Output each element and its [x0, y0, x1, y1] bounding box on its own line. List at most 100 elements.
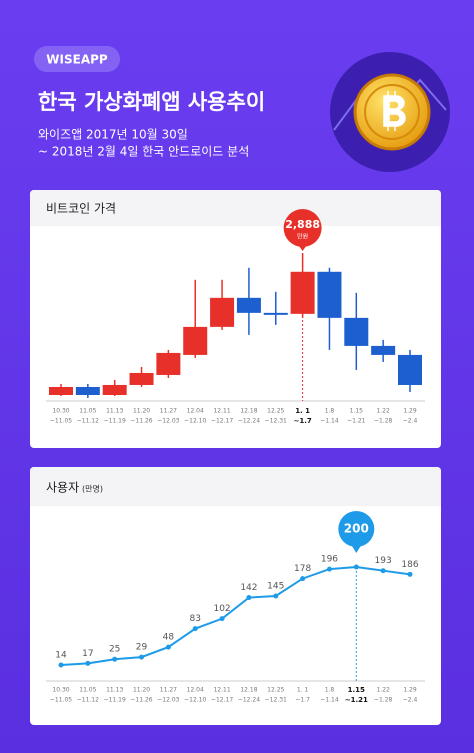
x-tick-label: ~11.26 — [130, 418, 152, 425]
x-tick-label: ~2.4 — [403, 418, 418, 425]
value-label: 178 — [294, 564, 311, 574]
subtitle: ~ 2018년 2월 4일 한국 안드로이드 분석 — [38, 145, 249, 159]
x-tick-label: 1. 1 — [297, 687, 309, 694]
card — [30, 467, 441, 725]
x-tick-label: 1.8 — [325, 687, 335, 694]
x-tick-label: ~12.24 — [238, 418, 260, 425]
card-header — [30, 190, 441, 226]
value-label: 14 — [55, 651, 67, 661]
value-label: 193 — [375, 556, 392, 566]
x-tick-label: 11.05 — [79, 687, 96, 694]
value-label: 25 — [109, 645, 120, 655]
candle-body — [49, 386, 73, 395]
point — [219, 616, 225, 622]
value-label: 142 — [240, 583, 257, 593]
point — [246, 595, 252, 601]
value-label: 102 — [213, 604, 230, 614]
candle-body — [75, 386, 100, 395]
x-tick-label: 1.29 — [403, 408, 417, 415]
x-tick-label: ~12.10 — [184, 697, 206, 704]
point — [300, 576, 306, 582]
point — [165, 644, 171, 650]
x-tick-label: 12.18 — [240, 687, 257, 694]
x-tick-label: 10.30 — [52, 408, 69, 415]
callout-label: 2,888 — [285, 218, 320, 231]
x-tick-label: ~1.28 — [374, 697, 393, 704]
x-tick-label: ~11.12 — [77, 697, 99, 704]
x-tick-label: 1.29 — [403, 687, 417, 694]
x-tick-label: ~12.24 — [238, 697, 260, 704]
point — [407, 571, 413, 577]
x-tick-label: ~12.31 — [265, 418, 287, 425]
x-tick-label: ~12.17 — [211, 418, 233, 425]
point — [139, 654, 145, 660]
card-title: 비트코인 가격 — [46, 202, 116, 216]
x-tick-label: 1. 1 — [295, 407, 310, 415]
candle-body — [371, 345, 396, 355]
x-tick-label: 12.18 — [240, 408, 257, 415]
candle-body — [317, 271, 342, 318]
x-tick-label: 1.15 — [348, 686, 365, 694]
callout — [351, 545, 362, 553]
x-tick-label: ~12.31 — [265, 697, 287, 704]
point — [380, 568, 386, 574]
candle-body — [236, 297, 261, 313]
card-title: 사용자 — [46, 481, 79, 495]
candle-body — [344, 317, 369, 346]
x-tick-label: 12.04 — [187, 687, 204, 694]
value-label: 48 — [163, 633, 175, 643]
x-tick-label: 11.13 — [106, 408, 123, 415]
x-tick-label: ~11.05 — [50, 418, 72, 425]
x-tick-label: 12.11 — [213, 687, 230, 694]
x-tick-label: ~1.28 — [374, 418, 393, 425]
x-tick-label: ~1.14 — [320, 418, 339, 425]
candle-body — [183, 326, 208, 355]
x-tick-label: ~1.7 — [295, 697, 310, 704]
candle-body — [156, 352, 181, 375]
x-tick-label: 12.11 — [213, 408, 230, 415]
value-label: 200 — [344, 522, 369, 536]
x-tick-label: 11.27 — [160, 408, 177, 415]
x-tick-label: 1.22 — [376, 408, 390, 415]
candle-body — [210, 297, 235, 327]
card-unit: (만명) — [82, 484, 103, 494]
point — [85, 660, 91, 666]
x-tick-label: 11.20 — [133, 408, 150, 415]
x-tick-label: ~11.12 — [77, 418, 99, 425]
x-tick-label: ~1.7 — [293, 417, 311, 425]
x-tick-label: ~12.03 — [157, 418, 179, 425]
x-tick-label: ~1.21 — [347, 418, 366, 425]
x-tick-label: 1.22 — [376, 687, 390, 694]
point — [326, 566, 332, 572]
subtitle: 와이즈앱 2017년 10월 30일 — [38, 128, 188, 142]
x-tick-label: ~11.19 — [104, 418, 126, 425]
line — [60, 565, 411, 666]
value-label: 145 — [267, 581, 284, 591]
callout — [283, 209, 322, 247]
value-label: 83 — [190, 614, 201, 624]
value-label: 186 — [401, 560, 418, 570]
x-tick-label: ~12.03 — [157, 697, 179, 704]
coin-icon — [330, 52, 450, 172]
point — [353, 564, 359, 570]
candle-body — [290, 271, 315, 314]
x-tick-label: ~1.14 — [320, 697, 339, 704]
x-tick-label: 11.27 — [160, 687, 177, 694]
candle-body — [102, 384, 127, 395]
x-tick-label: ~11.05 — [50, 697, 72, 704]
x-tick-label: 1.8 — [325, 408, 335, 415]
badge-text: WISEAPP — [46, 53, 108, 67]
point — [273, 593, 279, 599]
x-tick-label: ~11.26 — [130, 697, 152, 704]
card-header — [30, 467, 441, 506]
page-title: 한국 가상화폐앱 사용추이 — [38, 90, 265, 114]
x-tick-label: 12.25 — [267, 687, 284, 694]
x-tick-label: ~12.10 — [184, 418, 206, 425]
candle-body — [398, 354, 422, 385]
candle-body — [129, 372, 154, 385]
x-tick-label: ~11.19 — [104, 697, 126, 704]
point — [58, 662, 64, 668]
x-tick-label: 12.04 — [187, 408, 204, 415]
value-label: 17 — [82, 649, 93, 659]
